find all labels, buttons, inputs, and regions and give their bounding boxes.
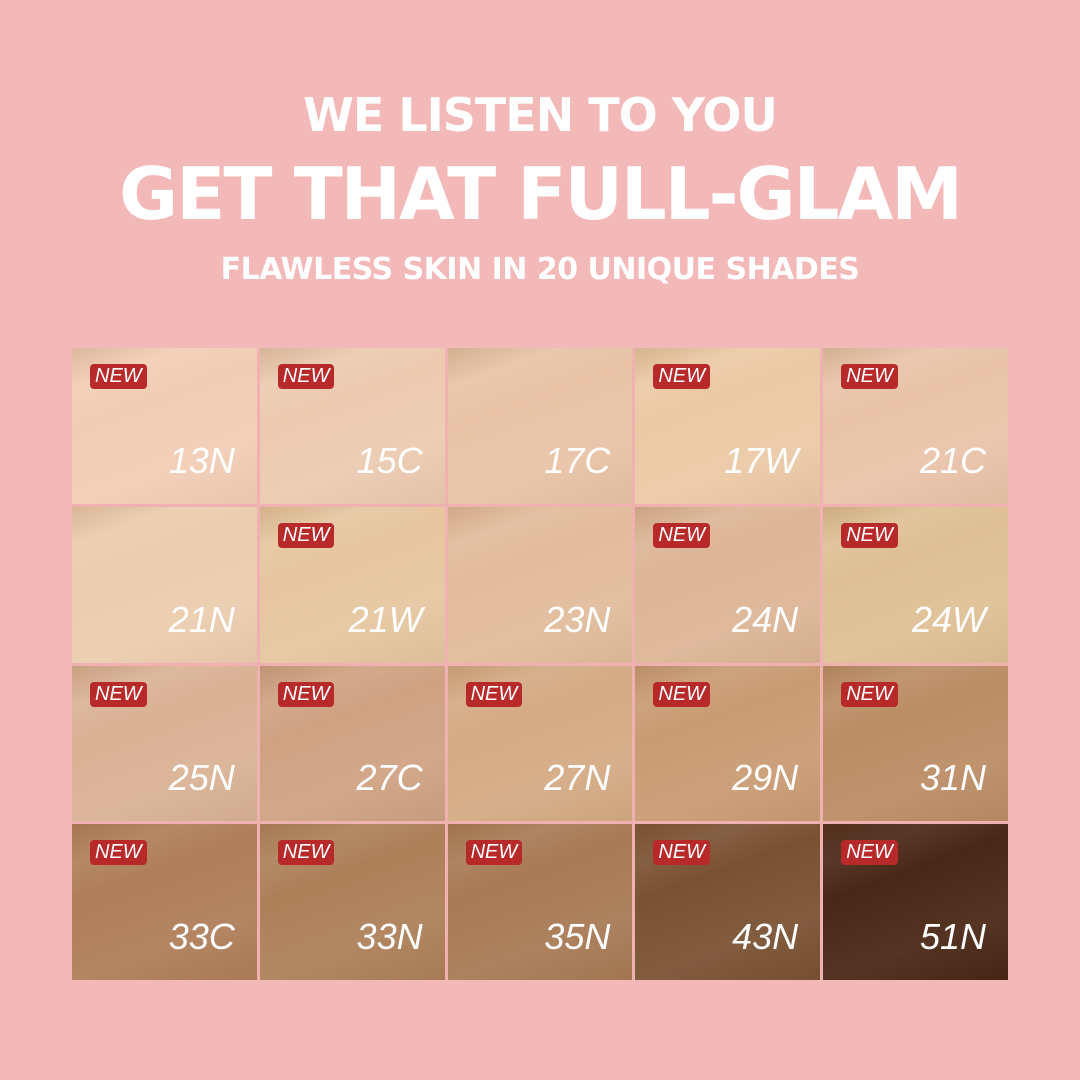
shade-code: 17C: [544, 439, 611, 481]
new-badge: NEW: [653, 681, 711, 707]
shade-code: 13N: [168, 439, 235, 481]
headline-sub: FLAWLESS SKIN IN 20 UNIQUE SHADES: [220, 252, 860, 287]
new-badge: NEW: [277, 522, 335, 548]
shade-swatch: 17C: [447, 348, 633, 504]
new-badge: NEW: [841, 681, 898, 707]
shade-code: 31N: [919, 757, 986, 799]
new-badge: NEW: [277, 840, 335, 866]
new-badge: NEW: [653, 522, 711, 548]
shade-code: 35N: [544, 916, 611, 957]
shade-code: 33N: [356, 916, 423, 957]
new-badge: NEW: [90, 364, 147, 389]
shade-code: 21C: [919, 439, 986, 481]
new-badge: NEW: [277, 364, 335, 389]
shade-swatch: 23N: [447, 506, 633, 663]
shade-code: 27C: [356, 757, 423, 799]
shade-swatch: NEW 51N: [823, 824, 1008, 980]
shade-swatch: NEW 21C: [823, 348, 1008, 504]
shade-swatch: NEW 29N: [635, 665, 821, 822]
shade-code: 15C: [356, 439, 423, 481]
shade-swatch: 21N: [72, 506, 257, 663]
headline-top: WE LISTEN TO YOU: [303, 88, 778, 142]
shade-swatch: NEW 13N: [72, 348, 257, 504]
new-badge: NEW: [841, 522, 898, 548]
shade-swatch: NEW 31N: [823, 665, 1008, 822]
new-badge: NEW: [653, 364, 711, 389]
shade-swatch: NEW 27N: [447, 665, 633, 822]
shade-swatch: NEW 43N: [635, 824, 821, 980]
shade-swatch: NEW 27C: [259, 665, 445, 822]
shade-code: 33C: [168, 916, 235, 957]
new-badge: NEW: [277, 681, 335, 707]
shade-code: 25N: [168, 757, 235, 799]
new-badge: NEW: [90, 681, 147, 707]
shade-swatch: NEW 33N: [259, 824, 445, 980]
shade-grid: NEW 13N NEW 15C 17C NEW 17W NEW 21C 21N NEW 21W 23N N…: [72, 348, 1008, 980]
shade-code: 24N: [732, 598, 799, 640]
shade-code: 21N: [168, 598, 235, 640]
shade-code: 24W: [911, 598, 986, 640]
headline-main: GET THAT FULL-GLAM: [119, 152, 963, 236]
new-badge: NEW: [465, 840, 523, 866]
shade-swatch: NEW 24W: [823, 506, 1008, 663]
shade-code: 23N: [544, 598, 611, 640]
shade-swatch: NEW 24N: [635, 506, 821, 663]
shade-code: 21W: [348, 598, 423, 640]
new-badge: NEW: [653, 840, 711, 866]
shade-code: 27N: [544, 757, 611, 799]
new-badge: NEW: [841, 840, 898, 866]
shade-code: 17W: [724, 439, 799, 481]
shade-code: 43N: [732, 916, 799, 957]
shade-swatch: NEW 21W: [259, 506, 445, 663]
new-badge: NEW: [841, 364, 898, 389]
shade-swatch: NEW 25N: [72, 665, 257, 822]
new-badge: NEW: [465, 681, 523, 707]
shade-code: 29N: [732, 757, 799, 799]
shade-swatch: NEW 35N: [447, 824, 633, 980]
shade-swatch: NEW 15C: [259, 348, 445, 504]
shade-swatch: NEW 33C: [72, 824, 257, 980]
shade-swatch: NEW 17W: [635, 348, 821, 504]
new-badge: NEW: [90, 840, 147, 866]
shade-code: 51N: [919, 916, 986, 957]
